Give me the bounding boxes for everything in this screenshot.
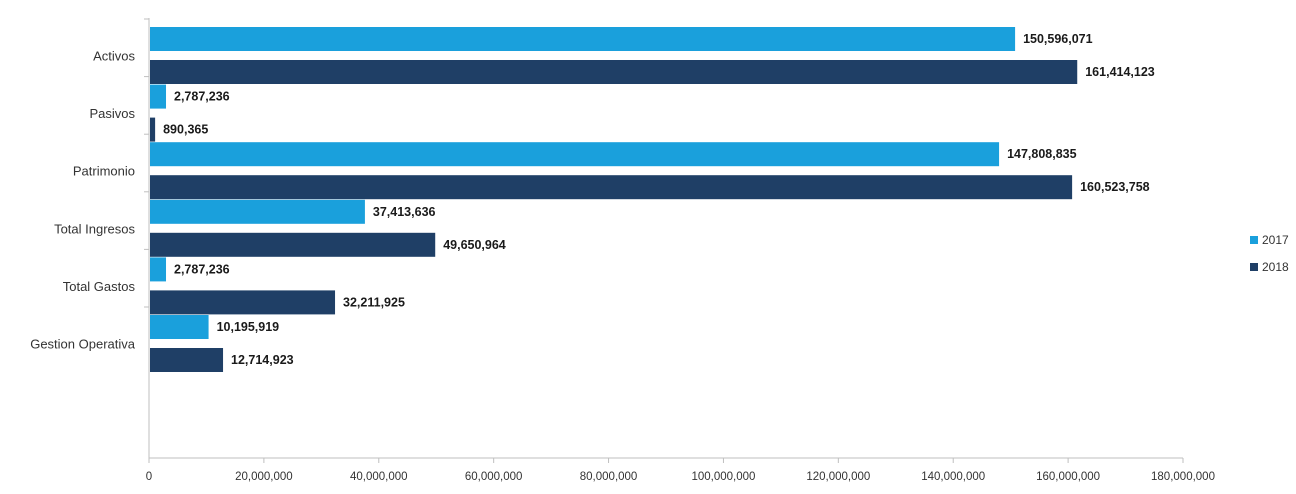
bar-2017-patrimonio <box>150 142 1000 167</box>
bar-2017-total-gastos <box>150 257 167 282</box>
x-tick-label: 40,000,000 <box>350 471 408 483</box>
chart-legend: 2017 2018 <box>1250 233 1289 274</box>
category-label: Total Gastos <box>63 279 136 294</box>
x-tick-label: 80,000,000 <box>580 471 638 483</box>
bar-2018-gestion-operativa <box>150 348 224 372</box>
legend-swatch-2018 <box>1250 263 1258 271</box>
bar-2017-gestion-operativa <box>150 315 209 339</box>
data-label: 161,414,123 <box>1085 65 1155 79</box>
x-tick-label: 160,000,000 <box>1036 471 1100 483</box>
data-label: 160,523,758 <box>1080 180 1150 194</box>
category-label: Gestion Operativa <box>30 337 136 352</box>
data-label: 890,365 <box>163 123 208 137</box>
bar-2018-pasivos <box>150 117 156 142</box>
legend-swatch-2017 <box>1250 236 1258 244</box>
data-label: 150,596,071 <box>1023 32 1093 46</box>
x-tick-label: 180,000,000 <box>1151 471 1215 483</box>
data-label: 2,787,236 <box>174 262 230 276</box>
data-label: 2,787,236 <box>174 90 230 104</box>
chart-labels: Activos 150,596,071 161,414,123 Pasivos 2,78… <box>30 32 1155 367</box>
category-label: Pasivos <box>89 106 135 121</box>
bar-2018-patrimonio <box>150 175 1073 200</box>
bar-2018-total-gastos <box>150 290 336 315</box>
data-label: 10,195,919 <box>217 320 280 334</box>
bar-2017-total-ingresos <box>150 199 365 224</box>
category-label: Activos <box>93 49 135 64</box>
x-tick-label: 100,000,000 <box>691 471 755 483</box>
legend-label-2017: 2017 <box>1262 233 1289 247</box>
bar-2018-total-ingresos <box>150 232 436 257</box>
data-label: 147,808,835 <box>1007 147 1077 161</box>
data-label: 37,413,636 <box>373 205 436 219</box>
category-label: Total Ingresos <box>54 221 135 236</box>
chart-axes: 0 20,000,000 40,000,000 60,000,000 80,000,00… <box>144 18 1215 483</box>
x-tick-label: 20,000,000 <box>235 471 293 483</box>
bar-2017-activos <box>150 27 1016 51</box>
category-label: Patrimonio <box>73 164 135 179</box>
chart-bars <box>150 27 1078 372</box>
x-tick-label: 0 <box>146 471 152 483</box>
data-label: 12,714,923 <box>231 353 294 367</box>
x-tick-label: 120,000,000 <box>806 471 870 483</box>
data-label: 32,211,925 <box>343 295 405 309</box>
x-tick-label: 60,000,000 <box>465 471 523 483</box>
x-tick-label: 140,000,000 <box>921 471 985 483</box>
data-label: 49,650,964 <box>443 238 506 252</box>
legend-label-2018: 2018 <box>1262 260 1289 274</box>
bar-2017-pasivos <box>150 84 167 109</box>
bar-2018-activos <box>150 60 1078 84</box>
